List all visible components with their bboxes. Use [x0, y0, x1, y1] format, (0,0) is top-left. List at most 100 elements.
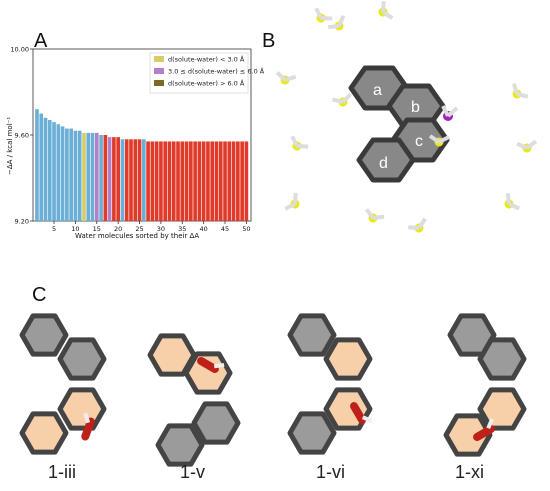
bar: [39, 113, 44, 221]
ring-label-c: c: [415, 133, 423, 150]
bar: [116, 137, 120, 221]
bar: [124, 139, 129, 221]
water-molecule: [428, 134, 450, 147]
label-1-vi: 1-vi: [316, 462, 346, 482]
oh-bond: [290, 135, 299, 147]
bar: [154, 141, 159, 221]
ring: [155, 423, 205, 467]
x-axis-label: Water molecules sorted by their ΔA: [75, 232, 199, 240]
configuration: [19, 313, 107, 455]
oh-bond: [320, 16, 333, 21]
oh-bond: [381, 1, 386, 13]
bar: [231, 141, 236, 221]
oh-bond: [381, 10, 394, 20]
oh-bond: [512, 83, 519, 95]
water-molecule: [332, 92, 353, 107]
legend-swatch: [154, 56, 164, 62]
fused-ring-molecule: [348, 65, 450, 183]
oh-bond: [364, 208, 375, 220]
water-molecule: [516, 139, 538, 153]
bar: [201, 141, 206, 221]
y-tick-label: 9.20: [15, 218, 29, 226]
bar: [56, 124, 61, 221]
oh-bond: [417, 217, 427, 230]
bar: [47, 119, 52, 221]
x-tick-label: 30: [157, 225, 165, 233]
oh-bond: [341, 92, 353, 104]
legend-label: d(solute-water) > 6.0 Å: [168, 79, 245, 88]
ring-label-a: a: [373, 82, 382, 99]
water-molecule: [364, 208, 385, 223]
ring: [191, 401, 241, 445]
bar: [94, 132, 99, 221]
oh-bond: [284, 74, 297, 82]
x-tick-label: 25: [135, 225, 143, 233]
solvated-molecule-figure: a b c d: [275, 1, 538, 233]
configuration: [287, 313, 373, 455]
bar: [236, 141, 240, 221]
oh-bond: [372, 214, 385, 220]
bar: [112, 137, 116, 221]
oh-bond: [296, 144, 309, 149]
panel-letter-a: A: [34, 30, 48, 52]
water-molecule: [473, 418, 495, 441]
bar: [146, 141, 150, 221]
water-molecule: [275, 71, 297, 85]
water-molecule: [290, 135, 309, 151]
legend: d(solute-water) < 3.0 Å 3.0 ≤ d(solute-wa…: [149, 52, 265, 94]
ring: [287, 313, 337, 357]
bar: [120, 139, 125, 221]
water-molecule: [512, 83, 529, 99]
legend-box: [149, 52, 249, 94]
bar: [163, 141, 168, 221]
x-ticks-group: 5 10 15 20 25 30 35 40 45 50: [52, 221, 251, 233]
legend-label: 3.0 ≤ d(solute-water) ≤ 6.0 Å: [168, 67, 265, 76]
oh-bond: [516, 141, 528, 150]
oh-bond: [284, 202, 296, 211]
oh-bond: [314, 7, 323, 19]
bar: [189, 141, 193, 221]
oh-bond: [508, 202, 521, 211]
legend-label: d(solute-water) < 3.0 Å: [168, 55, 245, 64]
bar: [90, 132, 95, 221]
bar: [150, 141, 155, 221]
x-tick-label: 50: [242, 225, 250, 233]
ring: [443, 413, 493, 457]
bar: [227, 141, 232, 221]
oh-bond: [438, 135, 450, 144]
bar: [43, 117, 48, 221]
panel-letter-c: C: [32, 284, 47, 306]
bar: [206, 141, 210, 221]
bar: [137, 139, 142, 221]
bar: [171, 141, 176, 221]
bar: [60, 126, 65, 221]
bar: [197, 141, 202, 221]
bar-chart: 10.00 9.60 9.20 5 10 15 20 25 30 35 40 45 50 −ΔA / …: [6, 46, 265, 241]
configuration: [443, 313, 527, 457]
x-tick-label: 35: [178, 225, 186, 233]
ring: [57, 387, 107, 431]
ring: [147, 333, 197, 377]
ring: [287, 411, 337, 455]
x-tick-label: 20: [114, 225, 122, 233]
purple-water: [441, 105, 459, 121]
oh-bond: [428, 134, 441, 144]
label-1-v: 1-v: [180, 462, 206, 482]
bar: [99, 135, 103, 221]
bar: [244, 141, 249, 221]
water-molecule: [328, 14, 346, 31]
bar: [82, 132, 86, 221]
panel-letter-b: B: [262, 30, 276, 52]
bar: [218, 141, 223, 221]
water-molecule: [284, 192, 300, 211]
bar: [210, 141, 215, 221]
oh-bond: [525, 139, 538, 150]
ring-label-b: b: [411, 99, 420, 116]
label-1-iii: 1-iii: [48, 462, 77, 482]
x-tick-label: 45: [221, 225, 229, 233]
bar: [184, 141, 189, 221]
oh-bond: [516, 92, 529, 99]
water-molecule: [197, 357, 225, 373]
water-molecule: [350, 402, 373, 424]
bar: [193, 141, 197, 221]
